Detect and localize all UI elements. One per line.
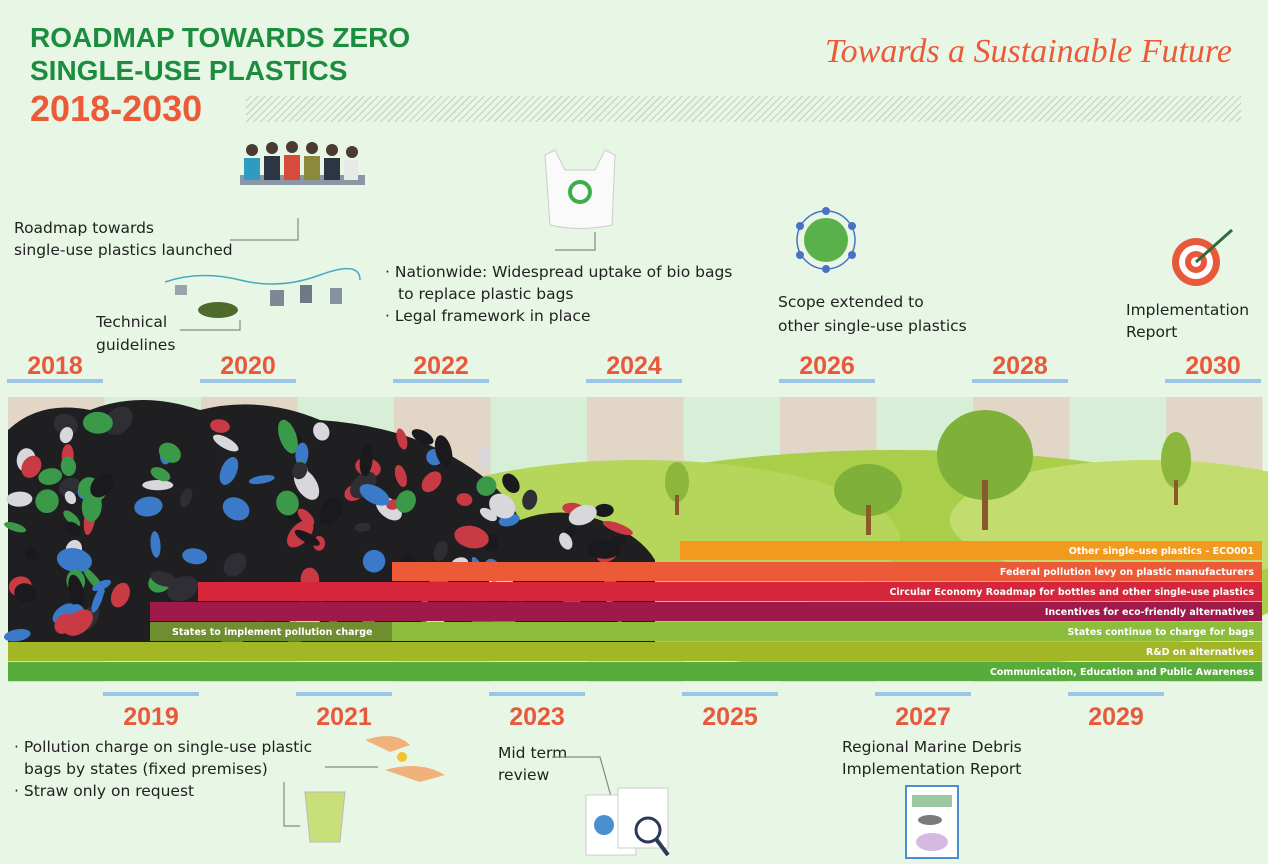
tagline: Towards a Sustainable Future [825, 33, 1232, 70]
year-label: 2021 [316, 703, 372, 731]
tree-trunk [982, 480, 988, 530]
year-label: 2025 [702, 703, 758, 731]
shape [848, 222, 856, 230]
milestone-text: · Pollution charge on single-use plastic [14, 738, 312, 756]
shape [344, 160, 358, 180]
shape [912, 795, 952, 807]
shape [330, 288, 342, 304]
milestone-text: Technical [95, 313, 167, 331]
shape [306, 142, 318, 154]
title-line: SINGLE-USE PLASTICS [30, 55, 347, 86]
milestone-text: Report [1126, 323, 1177, 341]
initiative-label: Other single-use plastics - ECO001 [1069, 546, 1254, 557]
shape [796, 222, 804, 230]
milestone-text: Implementation [1126, 301, 1249, 319]
milestone-text: Mid term [498, 744, 567, 762]
shape [397, 752, 407, 762]
shape [246, 144, 258, 156]
shape [796, 251, 804, 259]
milestone-text: bags by states (fixed premises) [24, 760, 268, 778]
milestone-text: · Nationwide: Widespread uptake of bio b… [385, 263, 732, 281]
tree-trunk [675, 495, 679, 515]
shape [270, 290, 284, 306]
tree [1161, 432, 1191, 488]
initiative-label: Circular Economy Roadmap for bottles and… [889, 587, 1254, 598]
shape [175, 285, 187, 295]
shape [822, 207, 830, 215]
year-label: 2026 [799, 352, 855, 380]
initiative-label: States continue to charge for bags [1068, 627, 1255, 638]
milestone-text: review [498, 766, 550, 784]
year-label: 2027 [895, 703, 951, 731]
milestone-text: Scope extended to [778, 293, 924, 311]
tree-trunk [866, 505, 871, 535]
shape [304, 156, 320, 180]
debris-report-icon [906, 786, 958, 858]
initiative-label: Federal pollution levy on plastic manufa… [1000, 567, 1254, 578]
year-label: 2024 [606, 352, 662, 380]
shape [594, 815, 614, 835]
shape [305, 792, 345, 842]
year-label: 2029 [1088, 703, 1144, 731]
litter [142, 480, 173, 490]
initiative-label: States to implement pollution charge [172, 627, 372, 638]
initiative-label: R&D on alternatives [1146, 647, 1254, 658]
shape [326, 144, 338, 156]
infographic: ROADMAP TOWARDS ZERO SINGLE-USE PLASTICS… [0, 0, 1268, 864]
milestone-text: other single-use plastics [778, 317, 967, 335]
shape [264, 156, 280, 180]
milestone-text: single-use plastics launched [14, 241, 233, 259]
year-label: 2022 [413, 352, 469, 380]
shape [324, 158, 340, 180]
year-label: 2019 [123, 703, 179, 731]
shape [346, 146, 358, 158]
initiative-label: Communication, Education and Public Awar… [990, 667, 1254, 678]
shape [918, 815, 942, 825]
milestone-text: guidelines [96, 336, 175, 354]
shape [266, 142, 278, 154]
milestone-text: Implementation Report [842, 760, 1021, 778]
year-label: 2023 [509, 703, 565, 731]
shape [822, 265, 830, 273]
title-line: ROADMAP TOWARDS ZERO [30, 22, 410, 53]
shape [286, 141, 298, 153]
shape [284, 155, 300, 180]
year-label: 2018 [27, 352, 83, 380]
period: 2018-2030 [30, 88, 202, 129]
year-label: 2030 [1185, 352, 1241, 380]
milestone-text: · Straw only on request [14, 782, 194, 800]
hatch-band [246, 96, 1241, 122]
tree-trunk [1174, 480, 1178, 505]
shape [916, 833, 948, 851]
initiative-label: Incentives for eco-friendly alternatives [1045, 607, 1255, 618]
milestone-text: Roadmap towards [14, 219, 154, 237]
milestone-text: · Legal framework in place [385, 307, 590, 325]
milestone-text: to replace plastic bags [398, 285, 574, 303]
milestone-text: Regional Marine Debris [842, 738, 1022, 756]
initiative-bar [8, 642, 1262, 661]
drink-icon [305, 792, 345, 842]
year-label: 2020 [220, 352, 276, 380]
shape [300, 285, 312, 303]
shape [244, 158, 260, 180]
shape [804, 218, 848, 262]
report-icon [586, 788, 668, 855]
shape [848, 251, 856, 259]
shape [198, 302, 238, 318]
year-label: 2028 [992, 352, 1048, 380]
